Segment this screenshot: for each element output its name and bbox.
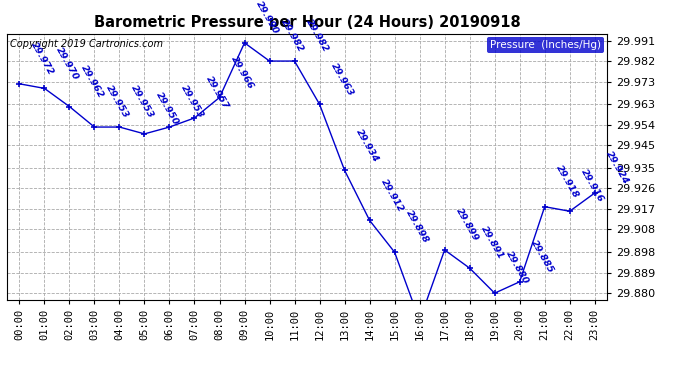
Text: 29.966: 29.966: [229, 54, 255, 90]
Text: 29.982: 29.982: [279, 18, 306, 54]
Text: 29.972: 29.972: [29, 40, 55, 77]
Text: 29.990: 29.990: [254, 0, 280, 36]
Text: 29.953: 29.953: [104, 84, 130, 120]
Text: 29.918: 29.918: [554, 164, 580, 200]
Text: 29.950: 29.950: [154, 91, 180, 127]
Text: 29.891: 29.891: [480, 225, 506, 261]
Text: 29.962: 29.962: [79, 63, 106, 100]
Text: 29.880: 29.880: [504, 250, 531, 286]
Title: Barometric Pressure per Hour (24 Hours) 20190918: Barometric Pressure per Hour (24 Hours) …: [94, 15, 520, 30]
Text: 29.970: 29.970: [54, 45, 80, 81]
Text: Copyright 2019 Cartronics.com: Copyright 2019 Cartronics.com: [10, 39, 163, 49]
Text: 29.924: 29.924: [604, 150, 631, 186]
Text: 29.898: 29.898: [404, 209, 431, 245]
Text: 29.934: 29.934: [354, 127, 380, 164]
Text: 29.982: 29.982: [304, 18, 331, 54]
Text: 29.953: 29.953: [129, 84, 155, 120]
Text: 29.885: 29.885: [529, 238, 555, 275]
Text: 29.957: 29.957: [204, 75, 230, 111]
Text: 29.916: 29.916: [580, 168, 606, 204]
Text: 29.953: 29.953: [179, 84, 206, 120]
Text: 29.868: 29.868: [0, 374, 1, 375]
Text: 29.912: 29.912: [380, 177, 406, 213]
Legend: Pressure  (Inches/Hg): Pressure (Inches/Hg): [487, 37, 604, 53]
Text: 29.899: 29.899: [454, 207, 480, 243]
Text: 29.963: 29.963: [329, 61, 355, 98]
